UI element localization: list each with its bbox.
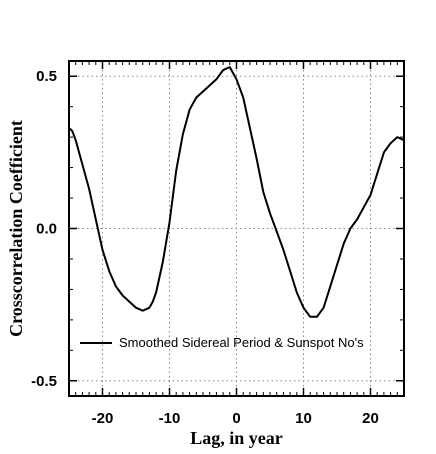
y-tick-label: 0.5: [36, 68, 57, 85]
x-tick-label: -20: [92, 410, 114, 427]
legend-label: Smoothed Sidereal Period & Sunspot No's: [119, 335, 364, 350]
series-line: [68, 66, 405, 318]
legend: Smoothed Sidereal Period & Sunspot No's: [80, 335, 364, 350]
y-tick-label: 0.0: [36, 221, 57, 238]
y-tick-label: -0.5: [31, 373, 57, 390]
x-tick-label: 0: [232, 410, 240, 427]
x-tick-label: 10: [295, 410, 312, 427]
x-tick-label: 20: [362, 410, 379, 427]
x-axis-title: Lag, in year: [190, 428, 283, 448]
grid-layer: [69, 61, 404, 396]
plot-frame: [68, 60, 405, 397]
y-axis-title: Crosscorrelation Coefficient: [6, 120, 26, 337]
x-tick-label: -10: [159, 410, 181, 427]
series-layer: [68, 66, 405, 318]
tick-labels: -20 -10 0 10 20 -0.5 0.0 0.5: [31, 68, 379, 427]
